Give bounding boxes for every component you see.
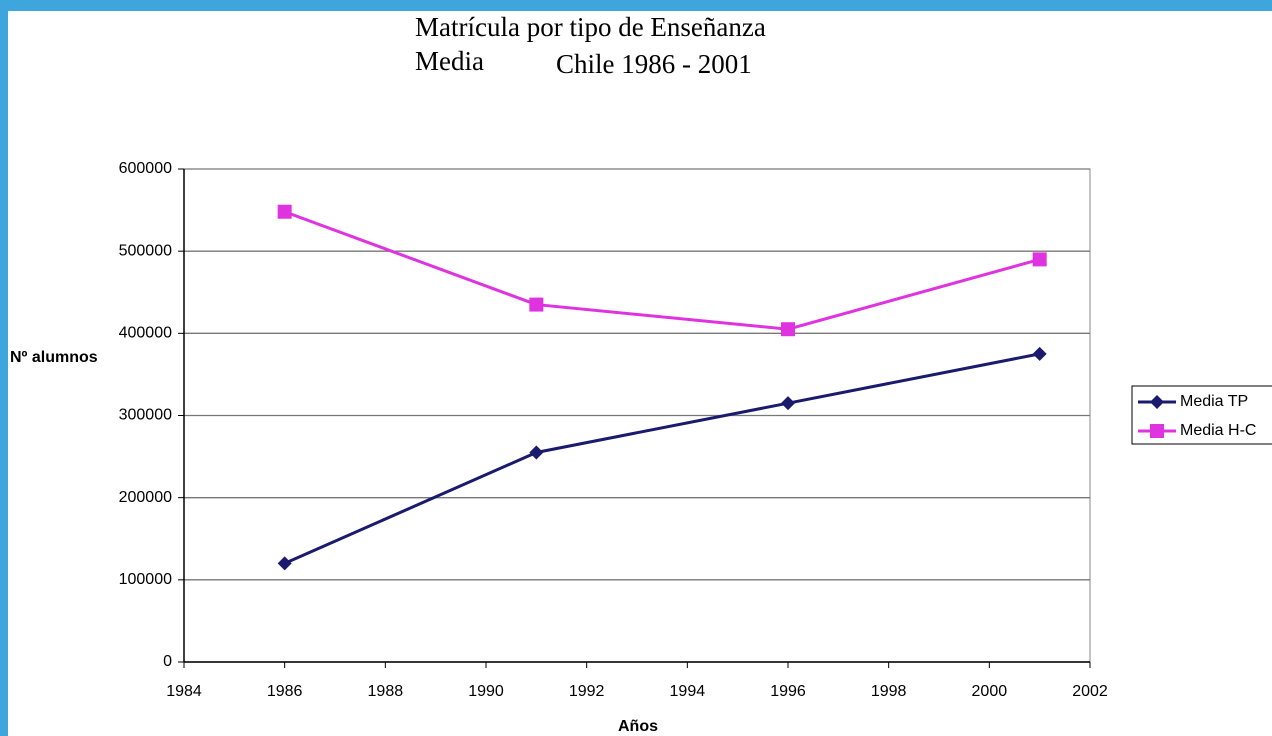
data-point	[781, 396, 795, 411]
x-tick-label: 1994	[670, 683, 706, 700]
x-axis-label: Años	[618, 718, 658, 735]
y-tick-label: 300000	[119, 407, 172, 424]
series-line	[284, 352, 1040, 565]
x-tick-label: 1990	[468, 683, 504, 700]
legend-box	[1131, 385, 1272, 445]
data-point	[529, 445, 544, 460]
y-axis-label: Nº alumnos	[10, 349, 98, 366]
data-point	[277, 204, 292, 219]
x-tick-label: 1986	[267, 683, 303, 700]
y-tick-label: 400000	[119, 325, 172, 342]
y-tick-label: 0	[163, 653, 172, 670]
y-tick-label: 500000	[119, 242, 172, 259]
data-point	[1032, 346, 1047, 361]
chart-subtitle: Chile 1986 - 2001	[556, 49, 752, 79]
data-point	[529, 297, 544, 312]
x-tick-label: 1998	[871, 683, 907, 700]
chart-title: Media	[415, 46, 484, 76]
chart-title: Matrícula por tipo de Enseñanza	[415, 12, 766, 42]
y-tick-label: 600000	[119, 160, 172, 177]
x-tick-label: 2002	[1072, 683, 1108, 700]
data-point	[277, 556, 292, 571]
series-line	[284, 210, 1041, 331]
y-tick-label: 200000	[119, 489, 172, 506]
data-point	[781, 322, 795, 337]
x-tick-label: 1996	[770, 683, 806, 700]
legend-marker	[1150, 424, 1164, 438]
legend-marker	[1150, 395, 1164, 409]
legend-label: Media H-C	[1180, 422, 1256, 439]
x-tick-label: 2000	[972, 683, 1008, 700]
x-tick-label: 1988	[368, 683, 404, 700]
data-point	[1032, 252, 1047, 267]
legend-label: Media TP	[1180, 393, 1248, 410]
x-tick-label: 1984	[166, 683, 202, 700]
y-tick-label: 100000	[119, 571, 172, 588]
x-tick-label: 1992	[569, 683, 605, 700]
